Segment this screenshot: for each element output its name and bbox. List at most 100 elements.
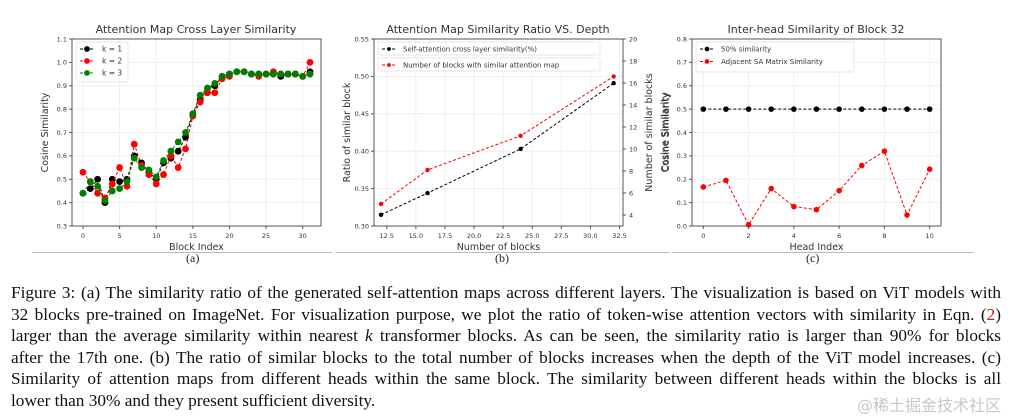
data-point bbox=[768, 185, 775, 192]
data-point bbox=[130, 140, 138, 148]
x-tick-label: 30 bbox=[299, 232, 307, 240]
caption-line: larger than the average similarity withi… bbox=[11, 325, 1001, 347]
x-tick-label: 20 bbox=[225, 232, 233, 240]
data-point bbox=[79, 189, 87, 197]
data-point bbox=[284, 70, 292, 78]
data-point bbox=[378, 212, 384, 217]
y-tick-label: 0.8 bbox=[677, 35, 687, 43]
data-point bbox=[174, 147, 182, 155]
subfigure-rule-a bbox=[32, 252, 332, 253]
data-point bbox=[138, 164, 145, 171]
data-point bbox=[926, 106, 933, 112]
subfigure-label-c: (c) bbox=[806, 251, 820, 265]
legend-swatch-marker bbox=[84, 58, 90, 64]
y-axis-label: Ratio of similar block bbox=[342, 82, 353, 182]
y-tick-label: 0.7 bbox=[677, 59, 687, 67]
data-point bbox=[291, 70, 299, 78]
subfigure-rule-c bbox=[672, 252, 974, 253]
y-tick-label: 0.8 bbox=[57, 105, 67, 113]
data-point bbox=[108, 175, 116, 183]
data-point bbox=[174, 138, 182, 146]
y-tick-label: 0.7 bbox=[57, 129, 67, 137]
data-point bbox=[123, 178, 131, 185]
data-point bbox=[86, 185, 94, 193]
data-point bbox=[723, 177, 729, 184]
data-point bbox=[425, 190, 430, 196]
figure-caption: Figure 3: (a) The similarity ratio of th… bbox=[11, 282, 1001, 412]
y-tick-label: 0.9 bbox=[57, 82, 67, 90]
data-point bbox=[116, 178, 124, 185]
x-axis-label: Head Index bbox=[789, 242, 843, 253]
data-point bbox=[306, 58, 314, 66]
legend-label: k = 3 bbox=[102, 69, 122, 78]
y-tick-label: 0.5 bbox=[57, 176, 67, 184]
legend-swatch-marker bbox=[704, 46, 710, 52]
caption-text: Figure 3: (a) The similarity ratio of th… bbox=[11, 283, 1001, 302]
x-tick-label: 5 bbox=[118, 232, 122, 240]
legend-box bbox=[377, 57, 601, 72]
data-point bbox=[145, 171, 153, 178]
data-point bbox=[204, 89, 211, 97]
y-right-tick-label: 6 bbox=[629, 189, 633, 197]
data-point bbox=[108, 187, 116, 195]
data-point bbox=[167, 152, 175, 160]
data-point bbox=[813, 106, 820, 112]
series-line-1 bbox=[380, 75, 614, 205]
data-point bbox=[881, 106, 888, 112]
watermark: @稀土掘金技术社区 bbox=[856, 396, 1001, 415]
series-line-0 bbox=[82, 71, 311, 205]
caption-text: ) bbox=[995, 304, 1001, 324]
data-point bbox=[167, 147, 175, 155]
data-point bbox=[881, 148, 888, 154]
data-point bbox=[248, 70, 255, 78]
data-point bbox=[101, 196, 109, 204]
y-tick-label: 0.5 bbox=[677, 105, 687, 113]
y-tick-label: 1.1 bbox=[57, 35, 67, 43]
caption-line: after the 17th one. (b) The ratio of sim… bbox=[11, 347, 1001, 369]
y-tick-label: 0.40 bbox=[355, 148, 369, 156]
data-point bbox=[233, 68, 241, 76]
figure-panels: 0 5 10 15 20 25 300.30.40.50.60.70.80.91.01.1A… bbox=[40, 23, 942, 253]
data-point bbox=[723, 106, 729, 112]
data-point bbox=[189, 110, 197, 118]
data-point bbox=[269, 70, 277, 78]
data-point bbox=[904, 212, 910, 218]
data-point bbox=[130, 154, 138, 162]
math-variable-k: k bbox=[365, 326, 373, 346]
series-line-0 bbox=[380, 82, 614, 216]
data-point bbox=[182, 129, 189, 136]
data-point bbox=[204, 84, 211, 92]
data-point bbox=[378, 201, 384, 207]
data-point bbox=[518, 146, 523, 152]
x-tick-label: 0 bbox=[81, 232, 85, 240]
chart-title: Inter-head Similarity of Block 32 bbox=[728, 23, 905, 36]
data-point bbox=[240, 68, 248, 76]
caption-text: transformer blocks. As can be seen, the … bbox=[372, 326, 1002, 346]
x-tick-label: 25 bbox=[262, 232, 270, 240]
caption-line: 32 blocks pre-trained on ImageNet. For v… bbox=[11, 304, 1001, 326]
y-tick-label: 0.6 bbox=[57, 152, 67, 160]
x-tick-label: 2 bbox=[747, 232, 751, 240]
data-point bbox=[152, 180, 160, 188]
caption-line: lower than 30% and they present sufficie… bbox=[11, 390, 1001, 412]
x-tick-label: 4 bbox=[792, 232, 796, 240]
series-line-1 bbox=[82, 62, 311, 199]
legend-swatch-marker bbox=[387, 47, 391, 51]
legend-label: 50% similarity bbox=[721, 46, 771, 54]
x-tick-label: 15 bbox=[189, 232, 197, 240]
data-point bbox=[116, 185, 124, 193]
y-right-axis-label: Number of similar blocks bbox=[644, 73, 655, 191]
equation-reference-link[interactable]: 2 bbox=[986, 304, 996, 324]
chart-title: Attention Map Similarity Ratio VS. Depth bbox=[386, 23, 609, 36]
chart-a: 0 5 10 15 20 25 30 0.3 0.4 0.5 0.6 0.7 0.8 0.9 1.0 1.1 A… bbox=[40, 23, 322, 253]
caption-line: Figure 3: (a) The similarity ratio of th… bbox=[11, 282, 1001, 304]
legend-swatch-marker bbox=[704, 59, 710, 64]
data-point bbox=[123, 182, 131, 190]
x-tick-label: 12.5 bbox=[380, 232, 394, 240]
data-point bbox=[160, 171, 167, 178]
data-point bbox=[79, 168, 87, 176]
x-tick-label: 30.0 bbox=[583, 232, 597, 240]
subfigure-label-b: (b) bbox=[495, 251, 509, 265]
data-point bbox=[152, 173, 160, 181]
y-tick-label: 0.0 bbox=[677, 222, 687, 230]
